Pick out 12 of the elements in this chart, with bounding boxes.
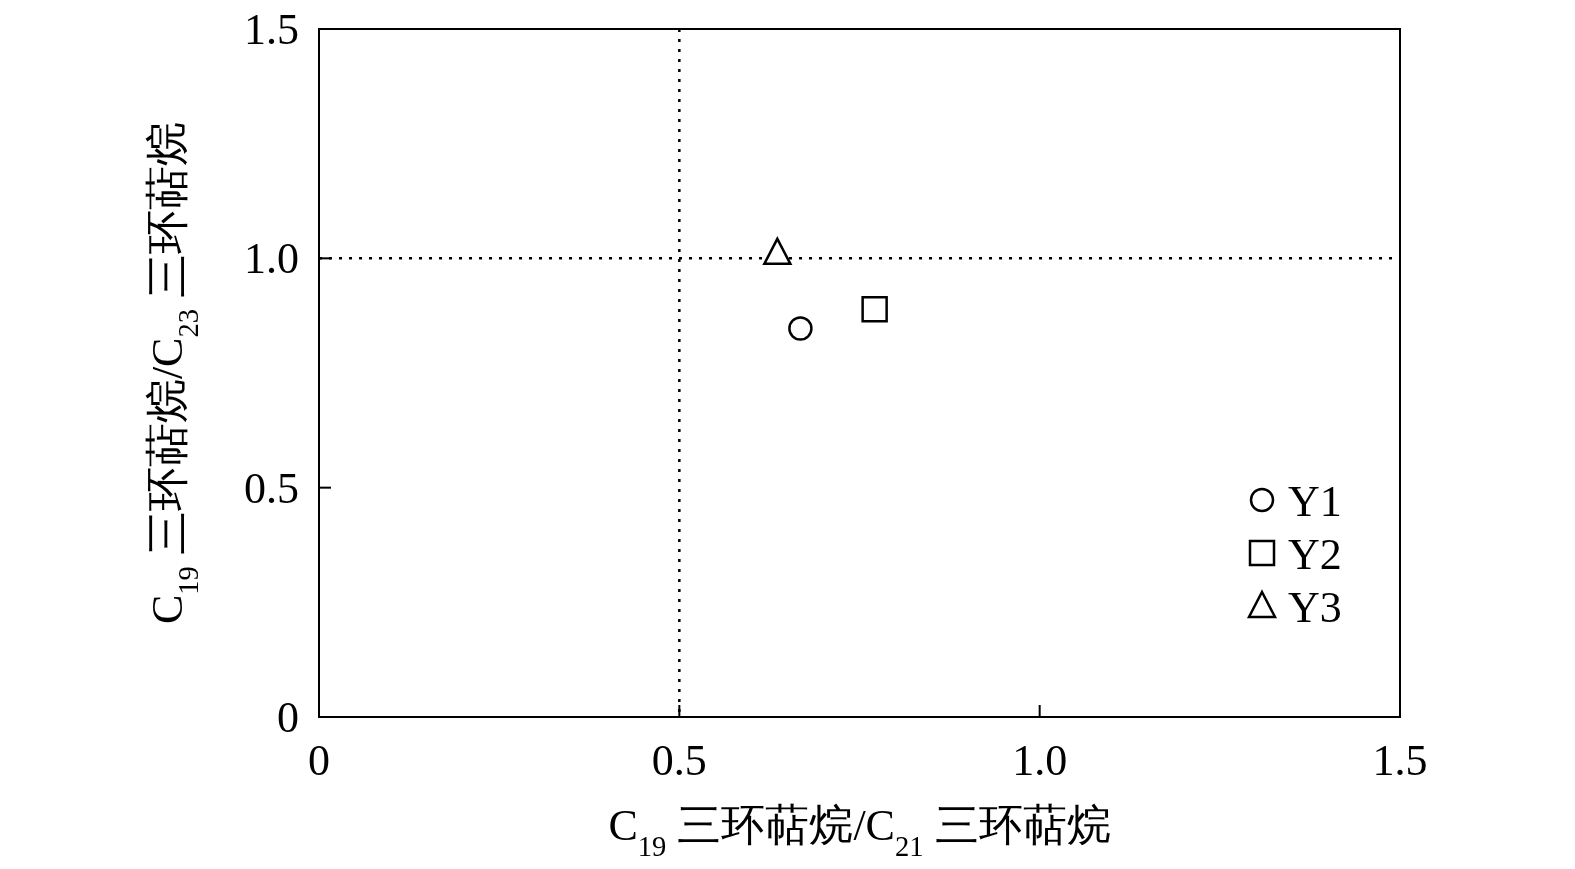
legend-label: Y1: [1288, 477, 1342, 526]
x-tick-label: 0.5: [651, 736, 707, 785]
x-tick-label: 1.0: [1012, 736, 1068, 785]
y-tick-label: 1.5: [244, 5, 299, 54]
y-tick-label: 0: [277, 693, 299, 742]
y-tick-label: 1.0: [244, 234, 299, 284]
x-axis-title: C$_{19}$ 三环萜烷/C$_{21}$ 三环萜烷: [608, 801, 1111, 862]
legend-label: Y2: [1288, 530, 1342, 579]
x-tick-label: 0: [308, 736, 330, 785]
legend-label: Y3: [1288, 583, 1342, 632]
y-tick-label: 0.5: [244, 463, 299, 513]
x-tick-label: 1.5: [1372, 736, 1428, 785]
